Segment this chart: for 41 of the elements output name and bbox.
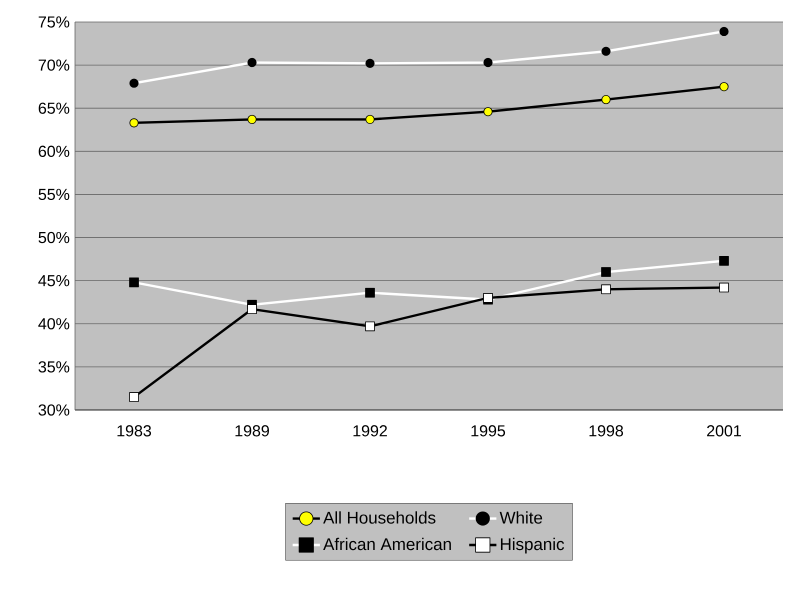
y-tick-label: 75%	[38, 16, 70, 28]
legend-label: African American	[323, 538, 451, 550]
point	[365, 58, 375, 68]
point	[129, 118, 139, 128]
y-tick-label: 70%	[38, 59, 70, 71]
x-tick-label: 2001	[707, 425, 741, 436]
point	[601, 46, 611, 56]
x-tick-label: 1989	[235, 425, 269, 436]
x-tick-label: 1992	[353, 425, 387, 436]
x-tick-label: 1995	[471, 425, 506, 436]
point	[601, 95, 611, 104]
x-tick-label: 1998	[589, 425, 624, 436]
point	[129, 78, 139, 88]
y-tick-label: 60%	[38, 146, 70, 157]
point	[719, 256, 729, 266]
legend-label: All Households	[323, 511, 436, 524]
y-tick-label: 65%	[38, 102, 70, 114]
legend-label: White	[500, 511, 542, 524]
point	[129, 277, 139, 288]
point	[247, 58, 257, 68]
y-tick-label: 30%	[38, 404, 70, 416]
point	[129, 392, 139, 402]
point	[719, 82, 729, 92]
y-tick-label: 55%	[38, 188, 70, 200]
point	[365, 321, 375, 332]
point	[483, 58, 493, 68]
point	[365, 288, 375, 298]
y-tick-label: 35%	[38, 361, 70, 373]
point	[247, 114, 257, 124]
y-tick-label: 40%	[38, 318, 70, 330]
y-tick-label: 50%	[38, 232, 70, 244]
point	[247, 304, 257, 314]
point	[601, 284, 611, 294]
point	[719, 282, 729, 292]
point	[601, 267, 611, 277]
point	[365, 114, 375, 124]
x-tick-label: 1983	[117, 425, 152, 436]
y-tick-label: 45%	[38, 275, 70, 286]
point	[483, 107, 493, 116]
legend-label: Hispanic	[500, 538, 564, 554]
point	[719, 26, 729, 36]
